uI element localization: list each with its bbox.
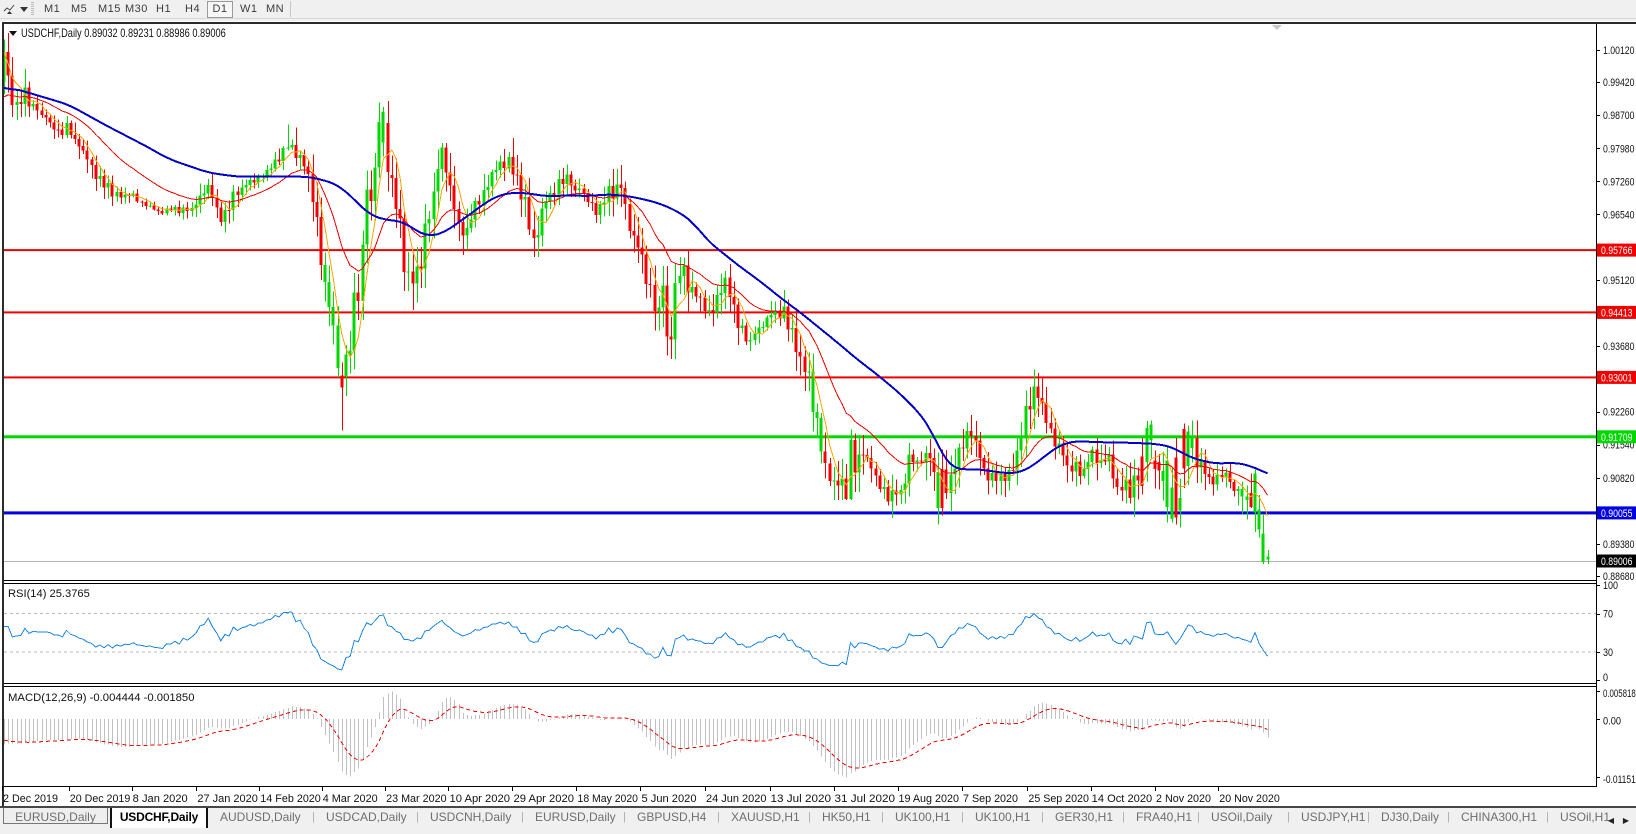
svg-text:30: 30: [1603, 647, 1613, 659]
svg-text:0.91709: 0.91709: [1601, 432, 1633, 444]
svg-text:4 Mar 2020: 4 Mar 2020: [323, 793, 378, 805]
svg-text:31 Jul 2020: 31 Jul 2020: [835, 793, 896, 805]
svg-text:0.005818: 0.005818: [1603, 688, 1636, 700]
svg-text:0.89006: 0.89006: [1601, 556, 1633, 568]
svg-text:29 Apr 2020: 29 Apr 2020: [514, 793, 575, 805]
svg-text:14 Oct 2020: 14 Oct 2020: [1092, 793, 1153, 805]
svg-text:2 Dec 2019: 2 Dec 2019: [3, 793, 58, 805]
svg-text:0.90055: 0.90055: [1601, 508, 1633, 520]
svg-text:13 Jul 2020: 13 Jul 2020: [771, 793, 832, 805]
svg-text:20 Nov 2020: 20 Nov 2020: [1219, 793, 1280, 805]
svg-text:0.97980: 0.97980: [1603, 143, 1635, 155]
svg-text:0: 0: [1603, 672, 1608, 684]
svg-text:7 Sep 2020: 7 Sep 2020: [963, 793, 1018, 805]
svg-text:27 Jan 2020: 27 Jan 2020: [197, 793, 258, 805]
svg-text:0.97260: 0.97260: [1603, 176, 1635, 188]
svg-text:23 Mar 2020: 23 Mar 2020: [386, 793, 447, 805]
svg-text:100: 100: [1603, 580, 1618, 592]
svg-text:0.96540: 0.96540: [1603, 210, 1635, 222]
svg-text:0.94413: 0.94413: [1601, 307, 1633, 319]
svg-text:19 Aug 2020: 19 Aug 2020: [899, 793, 960, 805]
svg-text:0.95120: 0.95120: [1603, 275, 1635, 287]
svg-text:0.89380: 0.89380: [1603, 539, 1635, 551]
svg-text:20 Dec 2019: 20 Dec 2019: [70, 793, 131, 805]
svg-text:14 Feb 2020: 14 Feb 2020: [260, 793, 321, 805]
svg-text:24 Jun 2020: 24 Jun 2020: [706, 793, 767, 805]
svg-text:RSI(14) 25.3765: RSI(14) 25.3765: [8, 588, 90, 600]
svg-text:10 Apr 2020: 10 Apr 2020: [450, 793, 511, 805]
svg-text:0.98700: 0.98700: [1603, 110, 1635, 122]
svg-text:MACD(12,26,9) -0.004444 -0.001: MACD(12,26,9) -0.004444 -0.001850: [8, 692, 195, 704]
svg-text:5 Jun 2020: 5 Jun 2020: [642, 793, 697, 805]
svg-text:-0.01151: -0.01151: [1603, 774, 1636, 786]
svg-text:0.00: 0.00: [1603, 716, 1621, 728]
svg-text:0.99420: 0.99420: [1603, 77, 1635, 89]
svg-text:18 May 2020: 18 May 2020: [578, 793, 639, 805]
svg-text:0.95766: 0.95766: [1601, 245, 1633, 257]
svg-text:1.00120: 1.00120: [1603, 45, 1635, 57]
svg-text:0.92260: 0.92260: [1603, 407, 1635, 419]
svg-text:USDCHF,Daily 0.89032 0.89231: USDCHF,Daily 0.89032 0.89231 0.88986 0.8…: [21, 26, 226, 40]
svg-text:25 Sep 2020: 25 Sep 2020: [1028, 793, 1089, 805]
svg-text:2 Nov 2020: 2 Nov 2020: [1156, 793, 1211, 805]
svg-text:8 Jan 2020: 8 Jan 2020: [133, 793, 188, 805]
svg-text:0.93680: 0.93680: [1603, 341, 1635, 353]
svg-text:70: 70: [1603, 609, 1613, 621]
svg-text:0.93001: 0.93001: [1601, 372, 1633, 384]
svg-text:0.88680: 0.88680: [1603, 571, 1635, 583]
svg-text:0.90820: 0.90820: [1603, 473, 1635, 485]
